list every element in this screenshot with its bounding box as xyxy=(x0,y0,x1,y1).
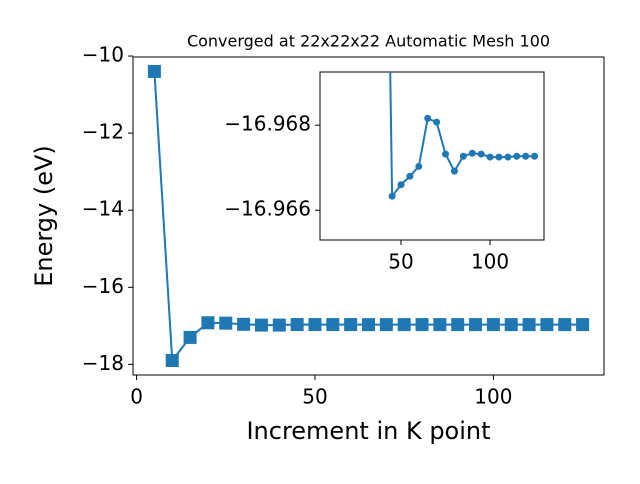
marker xyxy=(495,153,503,161)
marker xyxy=(468,149,476,157)
marker xyxy=(558,318,572,332)
marker xyxy=(308,318,322,332)
y-tick-label: −16.968 xyxy=(224,112,311,136)
x-tick-label: 100 xyxy=(471,250,509,274)
y-axis-label: Energy (eV) xyxy=(30,145,58,287)
marker xyxy=(504,318,518,332)
marker xyxy=(442,150,450,158)
marker xyxy=(362,318,375,332)
x-tick-label: 100 xyxy=(474,385,512,409)
marker xyxy=(459,152,467,160)
marker xyxy=(237,317,251,331)
marker xyxy=(415,318,429,332)
marker xyxy=(415,162,423,170)
marker xyxy=(379,318,393,332)
marker xyxy=(326,318,340,332)
marker xyxy=(165,354,179,368)
plot-area xyxy=(388,72,539,200)
marker xyxy=(388,192,396,200)
x-tick-label: 0 xyxy=(130,385,143,409)
marker xyxy=(540,318,554,332)
y-tick-label: −10 xyxy=(82,43,124,67)
marker xyxy=(469,318,483,332)
marker xyxy=(290,318,304,332)
y-tick-label: −14 xyxy=(82,197,124,221)
marker xyxy=(451,318,465,332)
marker xyxy=(201,316,215,330)
marker xyxy=(397,318,411,332)
x-axis-label: Increment in K point xyxy=(246,417,490,445)
y-tick-label: −18 xyxy=(82,351,124,375)
marker xyxy=(397,181,405,189)
marker xyxy=(433,318,447,332)
marker xyxy=(433,118,441,126)
marker xyxy=(576,318,590,332)
marker xyxy=(344,318,358,332)
marker xyxy=(504,153,512,161)
marker xyxy=(513,152,521,160)
marker xyxy=(522,152,530,160)
marker xyxy=(531,152,539,160)
y-tick-label: −16 xyxy=(82,274,124,298)
marker xyxy=(272,318,286,332)
x-tick-label: 50 xyxy=(302,385,327,409)
marker xyxy=(450,167,458,175)
marker xyxy=(147,64,161,78)
marker xyxy=(424,114,432,122)
marker xyxy=(183,330,197,344)
marker xyxy=(219,316,233,330)
marker xyxy=(254,318,268,332)
x-tick-label: 50 xyxy=(388,250,413,274)
marker xyxy=(477,150,485,158)
plot-area xyxy=(147,64,590,368)
y-tick-label: −16.966 xyxy=(224,197,311,221)
chart-title: Converged at 22x22x22 Automatic Mesh 100 xyxy=(187,32,550,51)
marker xyxy=(486,153,494,161)
marker xyxy=(406,172,414,180)
y-tick-label: −12 xyxy=(82,120,124,144)
marker xyxy=(486,318,500,332)
marker xyxy=(522,318,536,332)
